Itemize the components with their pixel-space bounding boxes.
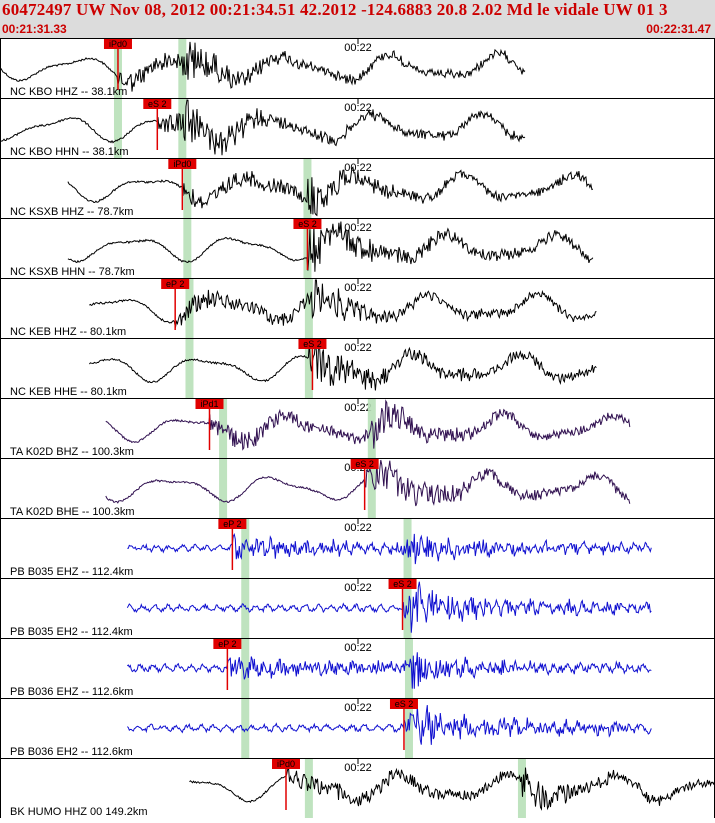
waveform-trace (105, 459, 631, 507)
waveform-trace (126, 581, 652, 633)
event-title: 60472497 UW Nov 08, 2012 00:21:34.51 42.… (2, 0, 668, 19)
time-window-marker (219, 459, 228, 518)
phase-pick-flag[interactable] (388, 579, 417, 589)
time-window-marker (241, 579, 250, 638)
phase-pick-label: eP 2 (218, 639, 236, 649)
trace-label: NC KBO HHN -- 38.1km (10, 146, 129, 158)
time-window-marker (113, 99, 122, 158)
time-window-marker (241, 699, 250, 758)
time-window-marker (178, 99, 187, 158)
trace-label: PB B035 EHZ -- 112.4km (10, 566, 133, 578)
waveform-trace (89, 342, 597, 391)
phase-pick-label: eS 2 (393, 579, 412, 589)
time-window-marker (219, 399, 228, 458)
minute-label: 00:22 (344, 402, 372, 414)
minute-label: 00:22 (344, 222, 372, 234)
waveform-trace (127, 532, 652, 565)
phase-pick-label: iPd0 (173, 159, 191, 169)
phase-pick-label: eS 2 (148, 99, 167, 109)
waveform-trace (126, 705, 652, 745)
phase-pick-flag[interactable] (218, 519, 247, 529)
time-window-marker (403, 579, 412, 638)
trace-label: NC KEB HHZ -- 80.1km (10, 326, 126, 338)
waveform-trace (126, 652, 652, 689)
time-window-marker (183, 219, 192, 278)
phase-pick-flag[interactable] (161, 279, 190, 289)
time-window-marker (404, 639, 413, 698)
phase-pick-flag[interactable] (272, 759, 300, 769)
minute-label: 00:22 (344, 762, 372, 774)
trace-label: NC KBO HHZ -- 38.1km (10, 86, 127, 98)
trace-label: TA K02D BHZ -- 100.3km (10, 446, 134, 458)
phase-pick-flag[interactable] (103, 39, 132, 49)
minute-label: 00:22 (344, 342, 372, 354)
trace-label: NC KSXB HHZ -- 78.7km (10, 206, 133, 218)
phase-pick-flag[interactable] (168, 159, 197, 169)
waveform-trace (189, 766, 715, 811)
phase-pick-flag[interactable] (389, 699, 418, 709)
phase-pick-flag[interactable] (350, 459, 379, 469)
waveform-trace (67, 221, 594, 272)
trace-label: NC KEB HHE -- 80.1km (10, 386, 127, 398)
phase-pick-flag[interactable] (143, 99, 172, 109)
end-time-label: 00:22:31.47 (646, 22, 711, 36)
phase-pick-flag[interactable] (195, 399, 224, 409)
minute-label: 00:22 (344, 42, 372, 54)
phase-pick-label: iPd1 (200, 399, 218, 409)
seismogram-svg: 00:22 iPd0 NC KBO HHZ -- 38.1km 00:22 eS 2 NC… (0, 38, 715, 819)
time-window-marker (367, 459, 376, 518)
trace-label: BK HUMO HHZ 00 149.2km (10, 806, 148, 818)
waveform-trace (0, 41, 526, 92)
trace-label: PB B036 EH2 -- 112.6km (10, 746, 133, 758)
time-window-marker (183, 159, 192, 218)
seismogram-panels: 00:22 iPd0 NC KBO HHZ -- 38.1km 00:22 eS 2 NC… (0, 38, 715, 819)
time-window-marker (241, 639, 250, 698)
minute-label: 00:22 (344, 702, 372, 714)
minute-label: 00:22 (344, 522, 372, 534)
time-window-marker (367, 399, 376, 458)
event-header: 60472497 UW Nov 08, 2012 00:21:34.51 42.… (0, 0, 715, 38)
trace-label: PB B036 EHZ -- 112.6km (10, 686, 133, 698)
time-window-marker (304, 759, 313, 818)
waveform-trace (105, 399, 631, 451)
waveform-trace (0, 99, 526, 156)
phase-pick-flag[interactable] (298, 339, 327, 349)
phase-pick-label: eS 2 (395, 699, 414, 709)
trace-label: NC KSXB HHN -- 78.7km (10, 266, 135, 278)
phase-pick-label: iPd0 (109, 39, 127, 49)
waveform-trace (67, 166, 594, 217)
phase-pick-label: eS 2 (355, 459, 374, 469)
minute-label: 00:22 (344, 582, 372, 594)
trace-label: TA K02D BHE -- 100.3km (10, 506, 135, 518)
minute-label: 00:22 (344, 102, 372, 114)
time-window-marker (185, 279, 194, 338)
phase-pick-label: eS 2 (303, 339, 322, 349)
minute-label: 00:22 (344, 282, 372, 294)
minute-label: 00:22 (344, 642, 372, 654)
phase-pick-flag[interactable] (213, 639, 242, 649)
time-window-marker (304, 279, 313, 338)
time-window-marker (185, 339, 194, 398)
phase-pick-label: eP 2 (166, 279, 184, 289)
phase-pick-label: iPd0 (277, 759, 295, 769)
waveform-trace (89, 279, 597, 328)
time-window-marker (304, 339, 313, 398)
time-window-marker (241, 519, 250, 578)
phase-pick-label: eP 2 (223, 519, 241, 529)
trace-label: PB B035 EH2 -- 112.4km (10, 626, 133, 638)
phase-pick-flag[interactable] (293, 219, 322, 229)
start-time-label: 00:21:31.33 (2, 22, 67, 36)
phase-pick-label: eS 2 (298, 219, 317, 229)
